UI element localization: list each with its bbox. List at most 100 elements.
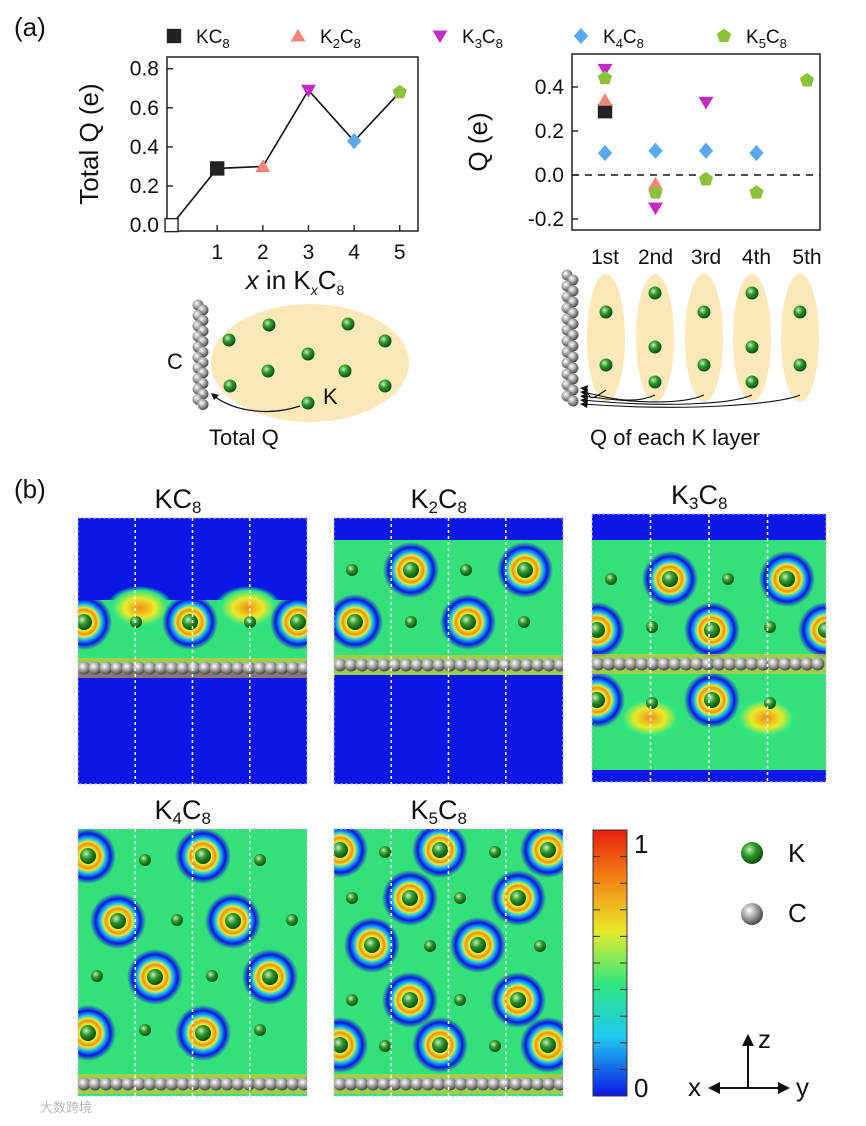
legend-marker-0	[166, 28, 182, 44]
c-atom-icon	[88, 661, 102, 675]
c-atom-icon	[756, 657, 770, 671]
z-arrowhead-icon	[742, 1034, 754, 1046]
x-axis-title: x in KxC8	[244, 265, 345, 298]
data-point-3	[300, 84, 316, 98]
k-atom-icon	[460, 614, 476, 630]
layer-q-schematic: Q of each K layer	[561, 269, 819, 450]
plot-frame-right	[571, 53, 821, 231]
c-atom-icon	[366, 658, 380, 672]
c-atom-icon	[176, 1077, 190, 1091]
data-point-5	[392, 84, 407, 99]
c-atom-icon	[454, 1077, 468, 1091]
carbon-chain	[192, 299, 209, 410]
k-atom-icon	[432, 1037, 448, 1053]
K3C8-point-1	[648, 202, 663, 216]
c-atom-icon	[231, 661, 245, 675]
c-atom-icon	[355, 1077, 369, 1091]
c-atom-icon	[286, 1077, 300, 1091]
carbon-chain-right	[561, 269, 579, 407]
watermark: 大数跨境	[40, 1100, 92, 1115]
legend-marker-2	[432, 30, 448, 44]
c-atom-icon	[613, 657, 627, 671]
k-atom-icon	[378, 379, 392, 393]
k-atom-icon	[510, 992, 526, 1008]
c-atom-icon	[668, 657, 682, 671]
colorbar-max-label: 1	[634, 829, 648, 859]
c-atom-icon	[355, 658, 369, 672]
c-atom-icon	[531, 658, 545, 672]
panel-label-b: (b)	[14, 474, 46, 504]
K3C8-point-2	[698, 96, 714, 110]
c-atom-icon	[432, 658, 446, 672]
c-atom-icon	[690, 657, 704, 671]
map-title-3: K4C8	[155, 795, 211, 828]
c-atom-icon	[366, 1077, 380, 1091]
c-atom-icon	[377, 658, 391, 672]
k-layer-1	[587, 274, 625, 402]
k-atom-icon	[424, 940, 436, 952]
k-atom-icon	[182, 614, 198, 630]
c-atom-icon	[410, 658, 424, 672]
axis-x-label: x	[688, 1072, 701, 1102]
c-atom-icon	[187, 661, 201, 675]
k-atom-icon	[704, 622, 720, 638]
k-atom-icon	[139, 854, 151, 866]
data-point-4	[346, 132, 362, 150]
k-atom-icon	[341, 317, 355, 331]
c-atom-icon	[399, 658, 413, 672]
c-atom-icon	[520, 658, 534, 672]
k-layer-5	[781, 274, 819, 402]
c-atom-icon	[443, 1077, 457, 1091]
k-atom-icon	[510, 890, 526, 906]
high-density-region	[106, 586, 174, 630]
c-atom-icon	[165, 1077, 179, 1091]
c-atom-icon	[197, 399, 209, 410]
k-cloud	[211, 304, 409, 422]
c-atom-icon	[209, 661, 223, 675]
total-q-line-path	[170, 88, 401, 226]
c-atom-icon	[723, 657, 737, 671]
k-atom-icon	[195, 1025, 211, 1041]
k-atom-icon	[517, 562, 533, 578]
k-atom-icon	[378, 334, 392, 348]
high-density-region	[214, 586, 282, 630]
c-atom-icon	[377, 1077, 391, 1091]
c-atom-icon	[88, 1077, 102, 1091]
k-charge-halo	[78, 829, 116, 884]
y-tick-label: 0.0	[130, 214, 159, 237]
k-atom-icon	[80, 1025, 96, 1041]
k-atom-icon	[599, 305, 613, 319]
y-tick-label: 0.2	[130, 175, 159, 198]
charge-map-2	[591, 513, 827, 783]
c-atom-icon	[592, 657, 605, 671]
legend-marker-4	[716, 28, 732, 43]
k-atom-icon	[646, 621, 658, 633]
k-atom-icon	[110, 913, 126, 929]
k-atom-icon	[489, 1040, 501, 1052]
k-atom-icon	[605, 573, 617, 585]
k-atom-icon	[793, 358, 807, 372]
c-atom-icon	[334, 1077, 347, 1091]
c-atom-icon	[154, 661, 168, 675]
layer-q-markers	[597, 63, 815, 216]
x-arrowhead-icon	[708, 1082, 720, 1094]
c-atom-icon	[465, 1077, 479, 1091]
map-title-0: KC8	[155, 484, 202, 517]
charge-map-3	[77, 828, 308, 1097]
k-atom-icon	[540, 1037, 556, 1053]
c-atom-icon	[509, 1077, 523, 1091]
y-tick-label: 0.4	[535, 76, 565, 99]
k-atom-icon	[301, 347, 315, 361]
map-title-4: K5C8	[411, 795, 467, 828]
c-atom-icon	[344, 658, 358, 672]
y-tick-label: 0.6	[130, 97, 159, 120]
k-atom-icon	[697, 358, 711, 372]
k-atom-icon	[646, 697, 658, 709]
c-atom-icon	[800, 657, 814, 671]
c-atom-icon	[99, 1077, 113, 1091]
c-atom-icon	[421, 1077, 435, 1091]
c-atom-icon	[220, 1077, 234, 1091]
k-atom-icon	[364, 937, 380, 953]
k-charge-halo	[78, 594, 112, 650]
